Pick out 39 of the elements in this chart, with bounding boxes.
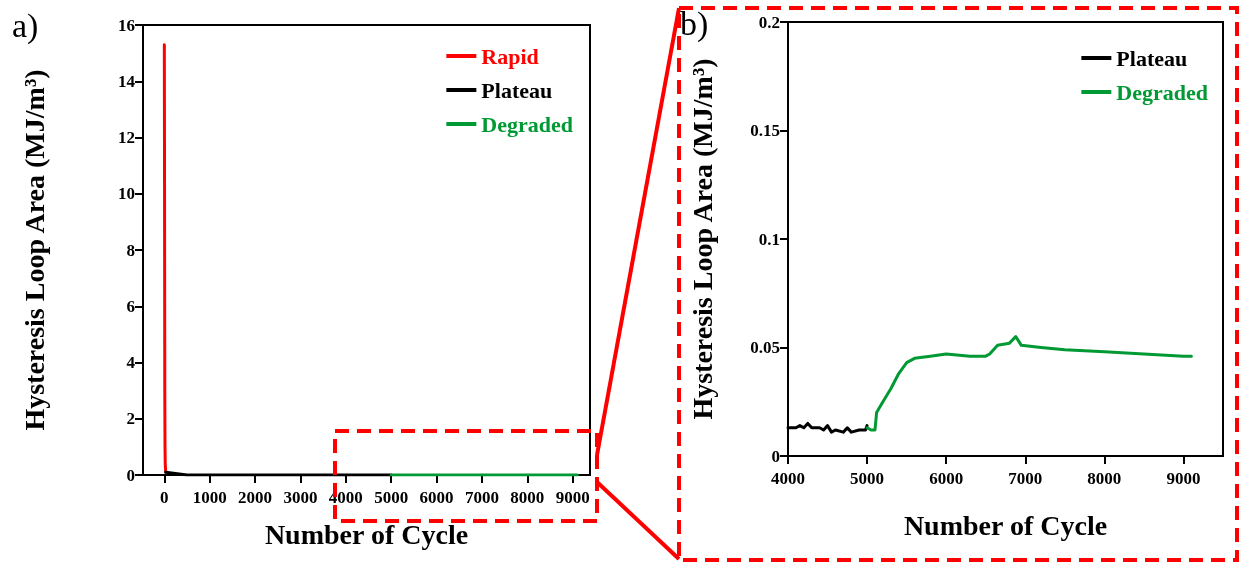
legend-label: Degraded bbox=[481, 111, 573, 137]
y-axis-title: Hysteresis Loop Area (MJ/m³) bbox=[18, 69, 50, 431]
y-tick-label: 12 bbox=[118, 128, 135, 147]
y-tick-label: 14 bbox=[118, 71, 136, 91]
y-tick-label: 8 bbox=[126, 240, 135, 260]
x-tick-label: 6000 bbox=[929, 469, 964, 488]
x-tick-label: 4000 bbox=[771, 469, 805, 488]
legend-label: Rapid bbox=[481, 43, 539, 69]
x-tick-label: 5000 bbox=[374, 488, 409, 507]
y-tick-label: 0.15 bbox=[750, 121, 780, 140]
y-tick-label: 0 bbox=[771, 446, 780, 466]
x-tick-label: 0 bbox=[160, 488, 169, 507]
x-tick-label: 6000 bbox=[419, 488, 454, 507]
x-tick-label: 7000 bbox=[1008, 469, 1043, 488]
x-tick-label: 8000 bbox=[1087, 469, 1122, 488]
x-tick-label: 2000 bbox=[238, 488, 273, 507]
legend-label: Plateau bbox=[481, 77, 553, 103]
x-axis-title: Number of Cycle bbox=[903, 509, 1108, 541]
y-tick-label: 16 bbox=[118, 15, 135, 35]
y-tick-label: 10 bbox=[118, 184, 135, 204]
x-axis-title: Number of Cycle bbox=[264, 518, 469, 550]
y-axis-title: Hysteresis Loop Area (MJ/m³) bbox=[686, 58, 718, 420]
x-tick-label: 3000 bbox=[283, 488, 318, 507]
x-tick-label: 8000 bbox=[510, 488, 545, 507]
y-tick-label: 6 bbox=[126, 296, 135, 316]
x-tick-label: 9000 bbox=[1166, 469, 1201, 488]
x-tick-label: 9000 bbox=[555, 488, 590, 507]
y-tick-label: 0.2 bbox=[758, 12, 780, 32]
y-tick-label: 0.05 bbox=[750, 338, 780, 357]
y-tick-label: 0.1 bbox=[758, 229, 780, 249]
legend-label: Plateau bbox=[1116, 45, 1188, 71]
x-tick-label: 7000 bbox=[464, 488, 499, 507]
x-tick-label: 5000 bbox=[850, 469, 885, 488]
text: a) bbox=[12, 6, 39, 45]
y-tick-label: 4 bbox=[126, 353, 136, 372]
legend-label: Degraded bbox=[1116, 79, 1208, 105]
y-tick-label: 2 bbox=[126, 409, 135, 429]
text: b) bbox=[680, 4, 709, 43]
x-tick-label: 1000 bbox=[192, 488, 227, 507]
